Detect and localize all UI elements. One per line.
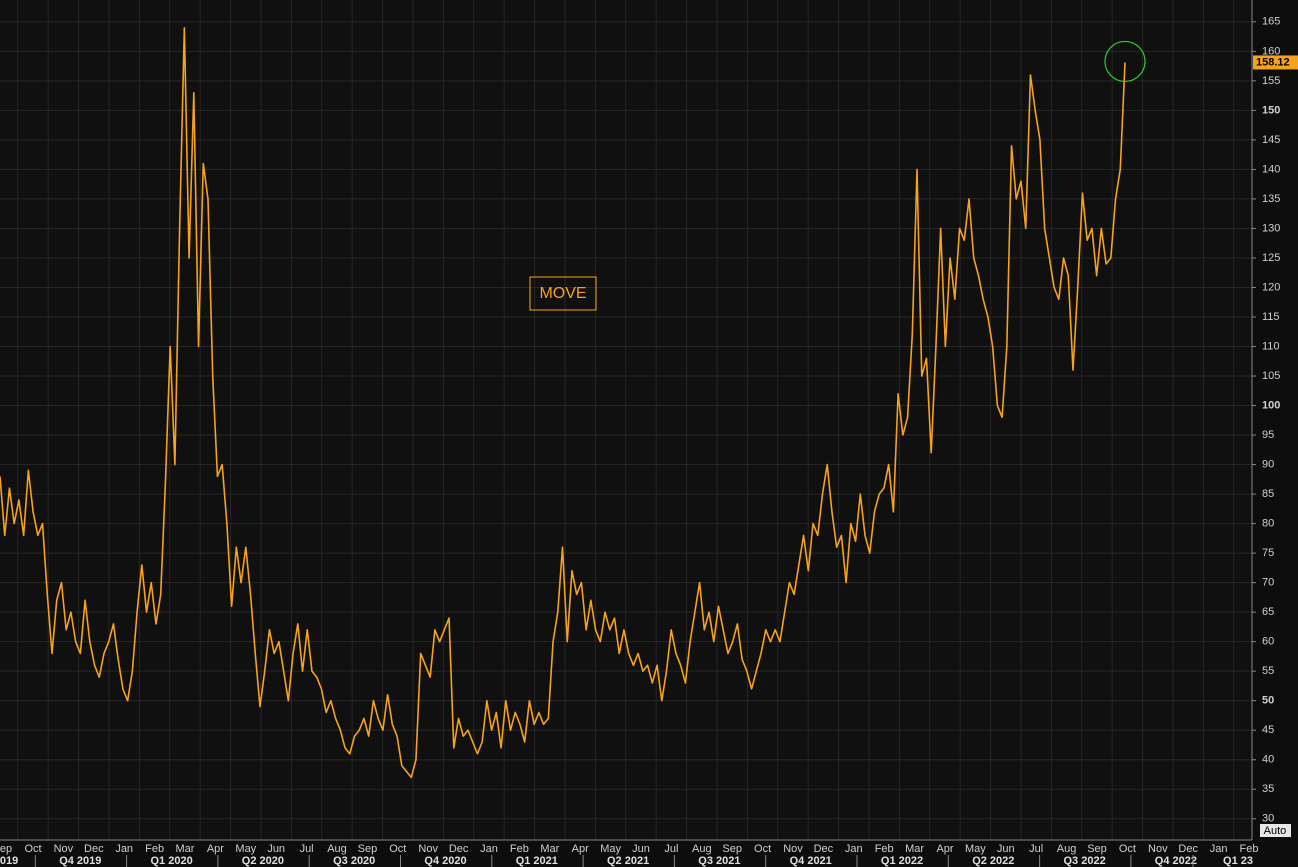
quarter-label: Q2 2020	[242, 855, 284, 867]
quarter-label: Q1 23	[1223, 855, 1253, 867]
month-label: Mar	[176, 843, 195, 855]
last-value-box	[1253, 55, 1298, 70]
y-tick-label: 165	[1262, 16, 1280, 28]
auto-label: Auto	[1264, 825, 1287, 837]
month-label: Oct	[1119, 843, 1136, 855]
quarter-label: 019	[0, 855, 18, 867]
y-tick-label: 130	[1262, 222, 1280, 234]
month-label: Aug	[1057, 843, 1077, 855]
y-tick-label: 100	[1262, 399, 1280, 411]
quarter-label: Q4 2020	[424, 855, 466, 867]
month-label: Apr	[572, 843, 589, 855]
month-label: May	[235, 843, 256, 855]
month-label: Dec	[814, 843, 834, 855]
month-label: Sep	[1087, 843, 1107, 855]
y-tick-label: 70	[1262, 577, 1274, 589]
month-label: Sep	[358, 843, 378, 855]
y-tick-label: 95	[1262, 429, 1274, 441]
month-label: Feb	[145, 843, 164, 855]
month-label: Sep	[722, 843, 742, 855]
quarter-label: Q2 2022	[972, 855, 1014, 867]
month-label: Jul	[664, 843, 678, 855]
y-tick-label: 60	[1262, 636, 1274, 648]
highlight-circle	[1104, 40, 1146, 83]
quarter-label: Q3 2022	[1063, 855, 1105, 867]
legend-box	[529, 276, 597, 311]
month-label: Apr	[936, 843, 953, 855]
month-label: Nov	[418, 843, 438, 855]
month-label: Dec	[449, 843, 469, 855]
month-label: Jan	[845, 843, 863, 855]
month-label: May	[965, 843, 986, 855]
month-label: Jun	[632, 843, 650, 855]
month-label: Nov	[1148, 843, 1168, 855]
month-label: Dec	[1178, 843, 1198, 855]
y-tick-label: 45	[1262, 724, 1274, 736]
y-tick-label: 65	[1262, 606, 1274, 618]
quarter-label: Q1 2022	[881, 855, 923, 867]
month-label: Jun	[267, 843, 285, 855]
quarter-label: Q4 2021	[790, 855, 832, 867]
month-label: Aug	[692, 843, 712, 855]
month-label: Nov	[783, 843, 803, 855]
y-tick-label: 110	[1262, 340, 1280, 352]
y-tick-label: 135	[1262, 193, 1280, 205]
month-label: Oct	[754, 843, 771, 855]
series-line	[0, 26, 1126, 779]
y-tick-label: 35	[1262, 783, 1274, 795]
y-tick-label: 75	[1262, 547, 1274, 559]
y-tick-label: 90	[1262, 458, 1274, 470]
quarter-label: Q4 2019	[59, 855, 101, 867]
month-label: Oct	[24, 843, 41, 855]
month-label: Mar	[540, 843, 559, 855]
month-label: Apr	[207, 843, 224, 855]
y-tick-label: 40	[1262, 754, 1274, 766]
month-label: Mar	[905, 843, 924, 855]
month-label: Jan	[480, 843, 498, 855]
y-tick-label: 120	[1262, 281, 1280, 293]
quarter-label: Q3 2021	[698, 855, 740, 867]
y-tick-label: 85	[1262, 488, 1274, 500]
month-label: Jan	[1210, 843, 1228, 855]
quarter-label: Q2 2021	[607, 855, 649, 867]
month-label: Jun	[997, 843, 1015, 855]
month-label: Jan	[115, 843, 133, 855]
month-label: Jul	[300, 843, 314, 855]
month-label: ep	[0, 843, 12, 855]
month-label: Nov	[54, 843, 74, 855]
legend-label: MOVE	[539, 285, 586, 302]
y-tick-label: 145	[1262, 134, 1280, 146]
auto-box	[1260, 824, 1291, 837]
y-tick-label: 160	[1262, 45, 1280, 57]
y-tick-label: 30	[1262, 813, 1274, 825]
month-label: Feb	[875, 843, 894, 855]
month-label: Dec	[84, 843, 104, 855]
month-label: May	[600, 843, 621, 855]
y-tick-label: 55	[1262, 665, 1274, 677]
y-tick-label: 125	[1262, 252, 1280, 264]
y-tick-label: 155	[1262, 75, 1280, 87]
quarter-label: Q4 2022	[1155, 855, 1197, 867]
quarter-label: Q1 2020	[150, 855, 192, 867]
last-value-label: 158.12	[1256, 56, 1290, 68]
quarter-label: Q1 2021	[516, 855, 558, 867]
y-tick-label: 115	[1262, 311, 1280, 323]
y-tick-label: 140	[1262, 163, 1280, 175]
y-tick-label: 50	[1262, 695, 1274, 707]
month-label: Jul	[1029, 843, 1043, 855]
month-label: Feb	[510, 843, 529, 855]
month-label: Feb	[1240, 843, 1259, 855]
y-tick-label: 105	[1262, 370, 1280, 382]
y-tick-label: 150	[1262, 104, 1280, 116]
quarter-label: Q3 2020	[333, 855, 375, 867]
month-label: Oct	[389, 843, 406, 855]
y-tick-label: 80	[1262, 518, 1274, 530]
month-label: Aug	[327, 843, 347, 855]
